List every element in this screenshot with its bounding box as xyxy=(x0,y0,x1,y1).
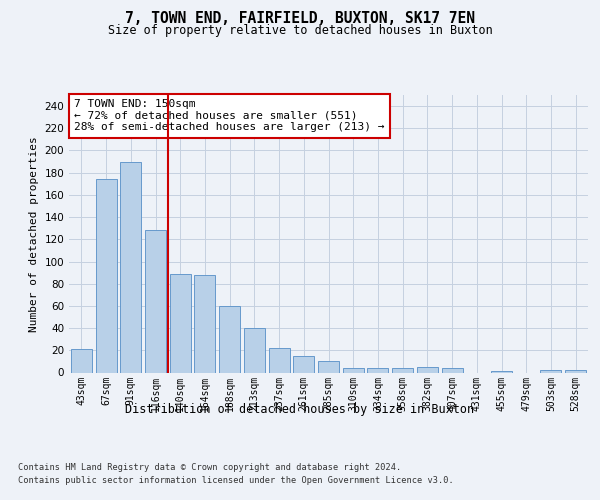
Text: 7, TOWN END, FAIRFIELD, BUXTON, SK17 7EN: 7, TOWN END, FAIRFIELD, BUXTON, SK17 7EN xyxy=(125,11,475,26)
Bar xyxy=(120,162,141,372)
Bar xyxy=(145,230,166,372)
Bar xyxy=(71,349,92,372)
Text: Contains HM Land Registry data © Crown copyright and database right 2024.: Contains HM Land Registry data © Crown c… xyxy=(18,462,401,471)
Text: Contains public sector information licensed under the Open Government Licence v3: Contains public sector information licen… xyxy=(18,476,454,485)
Bar xyxy=(417,367,438,372)
Bar xyxy=(367,368,388,372)
Bar xyxy=(541,370,562,372)
Text: 7 TOWN END: 150sqm
← 72% of detached houses are smaller (551)
28% of semi-detach: 7 TOWN END: 150sqm ← 72% of detached hou… xyxy=(74,99,385,132)
Bar xyxy=(442,368,463,372)
Bar xyxy=(565,370,586,372)
Bar xyxy=(244,328,265,372)
Text: Size of property relative to detached houses in Buxton: Size of property relative to detached ho… xyxy=(107,24,493,37)
Bar xyxy=(269,348,290,372)
Bar xyxy=(170,274,191,372)
Bar xyxy=(219,306,240,372)
Bar xyxy=(95,180,116,372)
Bar xyxy=(343,368,364,372)
Bar xyxy=(318,362,339,372)
Bar xyxy=(194,275,215,372)
Bar xyxy=(293,356,314,372)
Y-axis label: Number of detached properties: Number of detached properties xyxy=(29,136,39,332)
Bar xyxy=(392,368,413,372)
Text: Distribution of detached houses by size in Buxton: Distribution of detached houses by size … xyxy=(125,402,475,415)
